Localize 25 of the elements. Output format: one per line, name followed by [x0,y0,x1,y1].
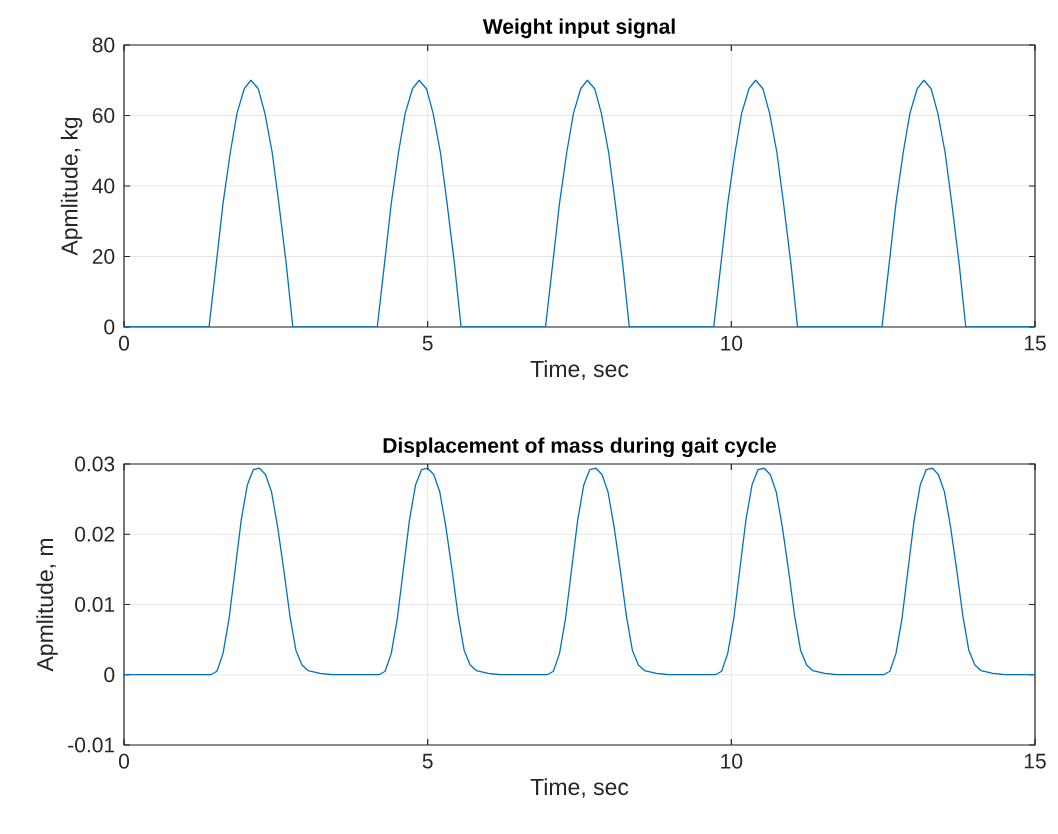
x-tick-label: 5 [422,753,433,769]
y-tick-label: -0.01 [68,737,115,753]
y-tick-label: 20 [92,249,115,264]
x-tick-label: 15 [1024,753,1046,769]
y-tick-label: 0.01 [75,597,115,612]
y-tick-label: 0.02 [75,526,115,542]
x-tick-label: 5 [422,335,433,351]
y-tick-label: 80 [92,37,115,53]
chart-title: Weight input signal [482,18,675,39]
x-tick-label: 0 [118,753,130,769]
line-series [124,79,1035,327]
y-axis-title: Apmlitude, kg [60,117,83,256]
y-tick-label: 0 [104,319,115,335]
x-axis-title: Time, sec [530,360,629,380]
y-tick-label: 0.03 [75,456,115,472]
y-tick-label: 0 [104,667,115,683]
x-tick-label: 10 [721,753,743,769]
y-tick-label: 60 [92,108,115,123]
x-axis-title: Time, sec [530,778,629,798]
x-tick-label: 10 [721,335,743,351]
y-axis-title: Apmlitude, m [36,538,58,672]
x-tick-label: 15 [1024,335,1046,351]
y-tick-label: 40 [92,178,115,194]
x-tick-label: 0 [118,335,130,351]
chart-title: Displacement of mass during gait cycle [383,437,776,458]
